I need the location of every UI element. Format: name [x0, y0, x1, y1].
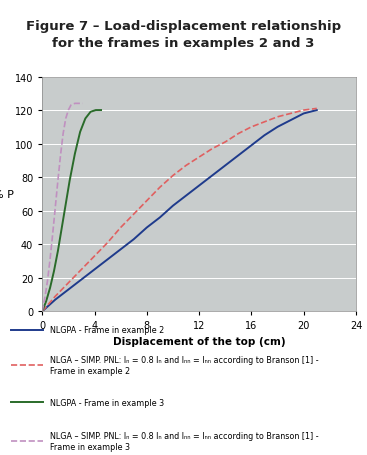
- X-axis label: Displacement of the top (cm): Displacement of the top (cm): [113, 336, 286, 346]
- Y-axis label: % P: % P: [0, 190, 14, 199]
- Text: NLGA – SIMP. PNL: Iₙ = 0.8 Iₙ and Iₙₙ = Iₙₙ according to Branson [1] -
Frame in : NLGA – SIMP. PNL: Iₙ = 0.8 Iₙ and Iₙₙ = …: [50, 355, 318, 375]
- Text: Figure 7 – Load-displacement relationship
for the frames in examples 2 and 3: Figure 7 – Load-displacement relationshi…: [26, 20, 341, 50]
- Text: NLGA – SIMP. PNL: Iₙ = 0.8 Iₙ and Iₙₙ = Iₙₙ according to Branson [1] -
Frame in : NLGA – SIMP. PNL: Iₙ = 0.8 Iₙ and Iₙₙ = …: [50, 431, 318, 451]
- Text: NLGPA - Frame in example 3: NLGPA - Frame in example 3: [50, 398, 164, 407]
- Text: NLGPA - Frame in example 2: NLGPA - Frame in example 2: [50, 326, 164, 334]
